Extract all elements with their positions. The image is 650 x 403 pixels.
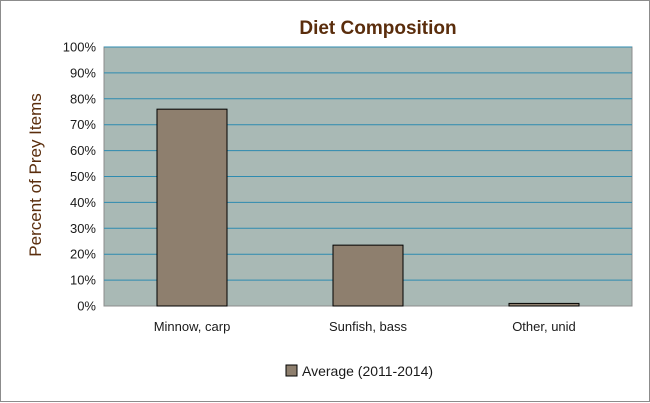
y-tick-label: 20% [70, 247, 96, 262]
y-tick-label: 30% [70, 221, 96, 236]
bar [156, 108, 228, 307]
y-axis-label: Percent of Prey Items [26, 93, 45, 256]
legend-label: Average (2011-2014) [302, 363, 433, 379]
y-tick-label: 80% [70, 91, 96, 106]
y-tick-label: 40% [70, 195, 96, 210]
bars [156, 108, 580, 307]
y-tick-label: 50% [70, 169, 96, 184]
y-tick-label: 10% [70, 273, 96, 288]
x-axis-labels: Minnow, carp Sunfish, bass Other, unid [154, 319, 576, 334]
legend-swatch [285, 364, 298, 377]
x-tick-label: Minnow, carp [154, 319, 231, 334]
chart-title: Diet Composition [299, 18, 456, 39]
y-tick-label: 70% [70, 117, 96, 132]
y-tick-label: 0% [77, 299, 96, 314]
y-tick-label: 100% [63, 40, 97, 55]
x-tick-label: Other, unid [512, 319, 576, 334]
legend: Average (2011-2014) [285, 363, 433, 379]
bar [508, 302, 580, 307]
y-axis-ticks: 0% 10% 20% 30% 40% 50% 60% 70% 80% 90% 100% [63, 40, 97, 314]
bar [332, 244, 404, 307]
x-tick-label: Sunfish, bass [329, 319, 408, 334]
y-tick-label: 90% [70, 65, 96, 80]
y-tick-label: 60% [70, 143, 96, 158]
